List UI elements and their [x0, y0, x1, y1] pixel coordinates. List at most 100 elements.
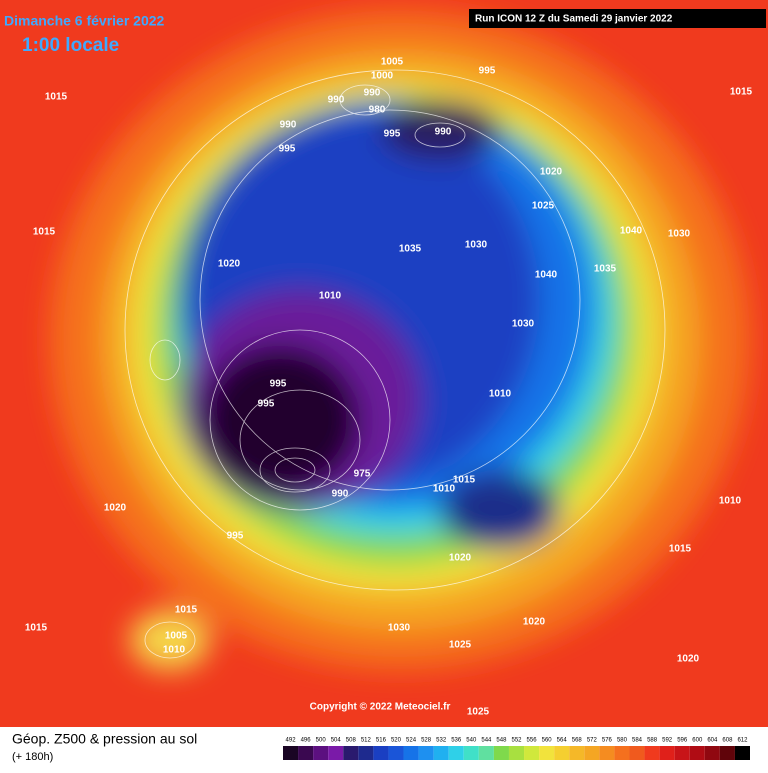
scale-label: 508 — [346, 738, 357, 744]
scale-label: 544 — [481, 738, 492, 744]
pressure-label: 1020 — [677, 654, 700, 665]
scale-swatch — [569, 746, 585, 760]
scale-swatch — [689, 746, 705, 760]
pressure-label: 1020 — [104, 503, 127, 514]
pressure-label: 975 — [354, 469, 371, 480]
copyright: Copyright © 2022 Meteociel.fr — [310, 702, 451, 713]
geopotential-field — [50, 10, 750, 670]
pressure-label: 1020 — [218, 259, 241, 270]
pressure-label: 990 — [435, 127, 452, 138]
pressure-label: 995 — [279, 144, 296, 155]
scale-label: 520 — [391, 738, 402, 744]
pressure-label: 1030 — [388, 623, 411, 634]
scale-swatch — [719, 746, 735, 760]
scale-label: 560 — [542, 738, 553, 744]
pressure-label: 1025 — [467, 707, 490, 718]
run-box — [469, 9, 766, 28]
scale-swatch — [614, 746, 630, 760]
pressure-label: 995 — [479, 66, 496, 77]
pressure-label: 1020 — [540, 167, 563, 178]
scale-label: 568 — [572, 738, 583, 744]
run: Run ICON 12 Z du Samedi 29 janvier 2022 — [475, 14, 673, 25]
pressure-label: 1015 — [25, 623, 48, 634]
pressure-label: 995 — [258, 399, 275, 410]
pressure-label: 995 — [227, 531, 244, 542]
scale-label: 556 — [527, 738, 538, 744]
scale-swatch — [448, 746, 464, 760]
pressure-label: 1040 — [620, 226, 643, 237]
scale-swatch — [644, 746, 660, 760]
scale-label: 496 — [301, 738, 312, 744]
scale-swatch — [418, 746, 434, 760]
pressure-label: 1030 — [512, 319, 535, 330]
pressure-label: 995 — [270, 379, 287, 390]
scale-label: 512 — [361, 738, 372, 744]
scale-label: 500 — [316, 738, 327, 744]
pressure-label: 1035 — [594, 264, 617, 275]
scale-swatch — [599, 746, 615, 760]
scale-swatch — [373, 746, 389, 760]
time: 1:00 locale — [22, 35, 119, 56]
pressure-label: 990 — [332, 489, 349, 500]
pressure-label: 1005 — [381, 57, 404, 68]
pressure-label: 1000 — [371, 71, 394, 82]
scale-label: 564 — [557, 738, 568, 744]
pressure-label: 1015 — [33, 227, 56, 238]
pressure-label: 1025 — [532, 201, 555, 212]
scale-swatch — [659, 746, 675, 760]
scale-swatch — [524, 746, 540, 760]
scale-swatch — [403, 746, 419, 760]
pressure-label: 1015 — [45, 92, 68, 103]
isobars — [124, 69, 666, 659]
scale-label: 584 — [632, 738, 643, 744]
scale-label: 524 — [406, 738, 417, 744]
pressure-label: 1010 — [719, 496, 742, 507]
pressure-label: 990 — [328, 95, 345, 106]
legend-lead: (+ 180h) — [12, 751, 53, 763]
pressure-label: 1010 — [319, 291, 342, 302]
pressure-label: 1015 — [669, 544, 692, 555]
pressure-label: 1020 — [523, 617, 546, 628]
pressure-label: 1015 — [453, 475, 476, 486]
scale-swatch — [734, 746, 750, 760]
scale-swatch — [358, 746, 374, 760]
scale-label: 536 — [451, 738, 462, 744]
scale-label: 528 — [421, 738, 432, 744]
pressure-label: 1015 — [730, 87, 753, 98]
scale-swatch — [343, 746, 359, 760]
scale-label: 576 — [602, 738, 613, 744]
scale-label: 588 — [647, 738, 658, 744]
pressure-label: 995 — [384, 129, 401, 140]
scale-swatch — [328, 746, 344, 760]
scale-swatch — [463, 746, 479, 760]
scale-swatch — [508, 746, 525, 760]
scale-swatch — [584, 746, 600, 760]
pressure-label: 1030 — [668, 229, 691, 240]
scale-swatch — [313, 746, 329, 760]
pressure-label: 1010 — [163, 645, 186, 656]
scale-swatch — [629, 746, 645, 760]
scale-swatch — [674, 746, 690, 760]
scale-label: 552 — [511, 738, 522, 744]
scale-swatch — [554, 746, 570, 760]
pressure-label: 1010 — [489, 389, 512, 400]
scale-swatch — [539, 746, 555, 760]
pressure-labels: 1005 995 1000 990 990 980 990 995 990 995 1015 1015… — [25, 57, 753, 718]
pressure-label: 1040 — [535, 270, 558, 281]
pressure-label: 990 — [280, 120, 297, 131]
pressure-label: 1030 — [465, 240, 488, 251]
pressure-label: 1015 — [175, 605, 198, 616]
scale-label: 572 — [587, 738, 598, 744]
pressure-label: 1025 — [449, 640, 472, 651]
scale-label: 612 — [737, 738, 748, 744]
pressure-label: 990 — [364, 88, 381, 99]
scale-label: 532 — [436, 738, 447, 744]
scale-swatch — [704, 746, 720, 760]
scale-label: 608 — [722, 738, 733, 744]
pressure-label: 980 — [369, 105, 386, 116]
scale-label: 592 — [662, 738, 673, 744]
scale-label: 504 — [331, 738, 342, 744]
pressure-label: 1005 — [165, 631, 188, 642]
pressure-label: 1020 — [449, 553, 472, 564]
